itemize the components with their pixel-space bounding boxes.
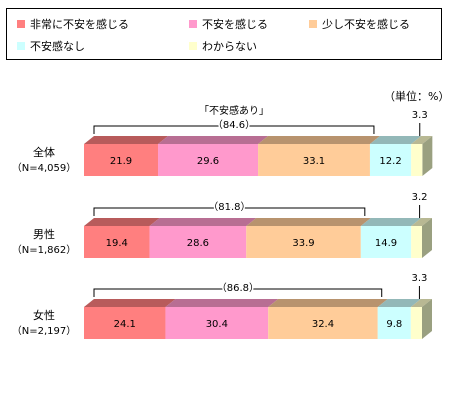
bar-segment-top <box>84 218 160 226</box>
anxiety-bracket <box>93 207 366 216</box>
bar-segment <box>360 226 412 258</box>
bar-segment-top <box>246 218 371 226</box>
bar-segment <box>84 226 150 258</box>
bar-value-label: 14.9 <box>375 238 397 249</box>
bar-value-label: 30.4 <box>206 319 228 330</box>
legend-item-anxious: 不安を感じる <box>189 17 268 31</box>
bar-segment <box>369 144 412 176</box>
legend-item-slightly-anxious: 少し不安を感じる <box>309 17 410 31</box>
bar-segment <box>410 307 422 339</box>
bar-value-label: 33.9 <box>292 238 314 249</box>
category-n-label: （N=4,059） <box>12 162 77 174</box>
legend-label: 非常に不安を感じる <box>30 18 129 31</box>
bar-segment <box>377 307 411 339</box>
legend-swatch <box>17 42 25 50</box>
bar-segment <box>84 144 159 176</box>
unit-label: （単位：%） <box>384 90 450 103</box>
bar-segment <box>411 144 423 176</box>
legend-label: 少し不安を感じる <box>322 18 410 31</box>
bar-value-label: 19.4 <box>106 238 128 249</box>
legend-swatch <box>17 20 25 28</box>
bar-segment-top <box>158 136 269 144</box>
category-label: 全体 <box>33 145 55 159</box>
bar-segment-top <box>165 299 279 307</box>
legend-swatch <box>309 20 317 28</box>
bar-value-label: 24.1 <box>114 319 136 330</box>
bar-value-label: 21.9 <box>110 156 132 167</box>
bar-value-label: 33.1 <box>303 156 325 167</box>
bar-segment <box>149 226 247 258</box>
category-label: 女性 <box>33 308 55 322</box>
bar-side-face <box>422 218 432 258</box>
bar-segment-top <box>84 136 169 144</box>
bar-segment <box>165 307 269 339</box>
anxiety-total-label: （84.6） <box>213 119 255 131</box>
bar-segment-top <box>410 299 432 307</box>
legend-item-dont-know: わからない <box>189 39 257 53</box>
bar-segment <box>84 307 166 339</box>
bar-segment <box>246 226 361 258</box>
bar-segment-top <box>258 136 380 144</box>
bar-value-label: 28.6 <box>187 238 209 249</box>
bar-segment <box>268 307 378 339</box>
bar-value-label: 3.2 <box>412 192 428 203</box>
category-n-label: （N=2,197） <box>12 325 77 337</box>
category-n-label: （N=1,862） <box>12 244 77 256</box>
legend-label: 不安を感じる <box>202 18 268 31</box>
bar-segment-top <box>377 299 421 307</box>
anxiety-bracket <box>93 125 375 134</box>
bar-value-label: 3.3 <box>412 110 428 121</box>
bar-value-label: 9.8 <box>386 319 402 330</box>
bar-side-face <box>422 136 433 176</box>
anxiety-total-label: （81.8） <box>208 201 250 213</box>
bar-segment <box>411 226 422 258</box>
bar-segment <box>258 144 370 176</box>
legend-item-not-anxious: 不安感なし <box>17 39 85 53</box>
bar-segment-top <box>84 299 176 307</box>
legend-swatch <box>189 20 197 28</box>
bar-segment-top <box>268 299 388 307</box>
legend: 非常に不安を感じる 不安を感じる 少し不安を感じる 不安感なし わからない <box>6 8 442 60</box>
category-label: 男性 <box>33 227 55 241</box>
legend-swatch <box>189 42 197 50</box>
bracket-caption: 「不安感あり」 <box>199 104 269 117</box>
bar-segment-top <box>360 218 422 226</box>
bar-side-face <box>422 299 432 339</box>
bar-segment-top <box>411 136 433 144</box>
bar-value-label: 32.4 <box>312 319 334 330</box>
legend-label: 不安感なし <box>30 40 85 53</box>
anxiety-bracket <box>93 288 383 297</box>
bar-segment-top <box>369 136 422 144</box>
anxiety-total-label: （86.8） <box>217 282 259 294</box>
bar-value-label: 29.6 <box>197 156 219 167</box>
bar-segment <box>158 144 259 176</box>
bar-value-label: 3.3 <box>411 273 427 284</box>
bar-segment-top <box>411 218 432 226</box>
legend-item-very-anxious: 非常に不安を感じる <box>17 17 129 31</box>
bar-segment-top <box>149 218 257 226</box>
legend-label: わからない <box>202 40 257 53</box>
bar-value-label: 12.2 <box>379 156 401 167</box>
